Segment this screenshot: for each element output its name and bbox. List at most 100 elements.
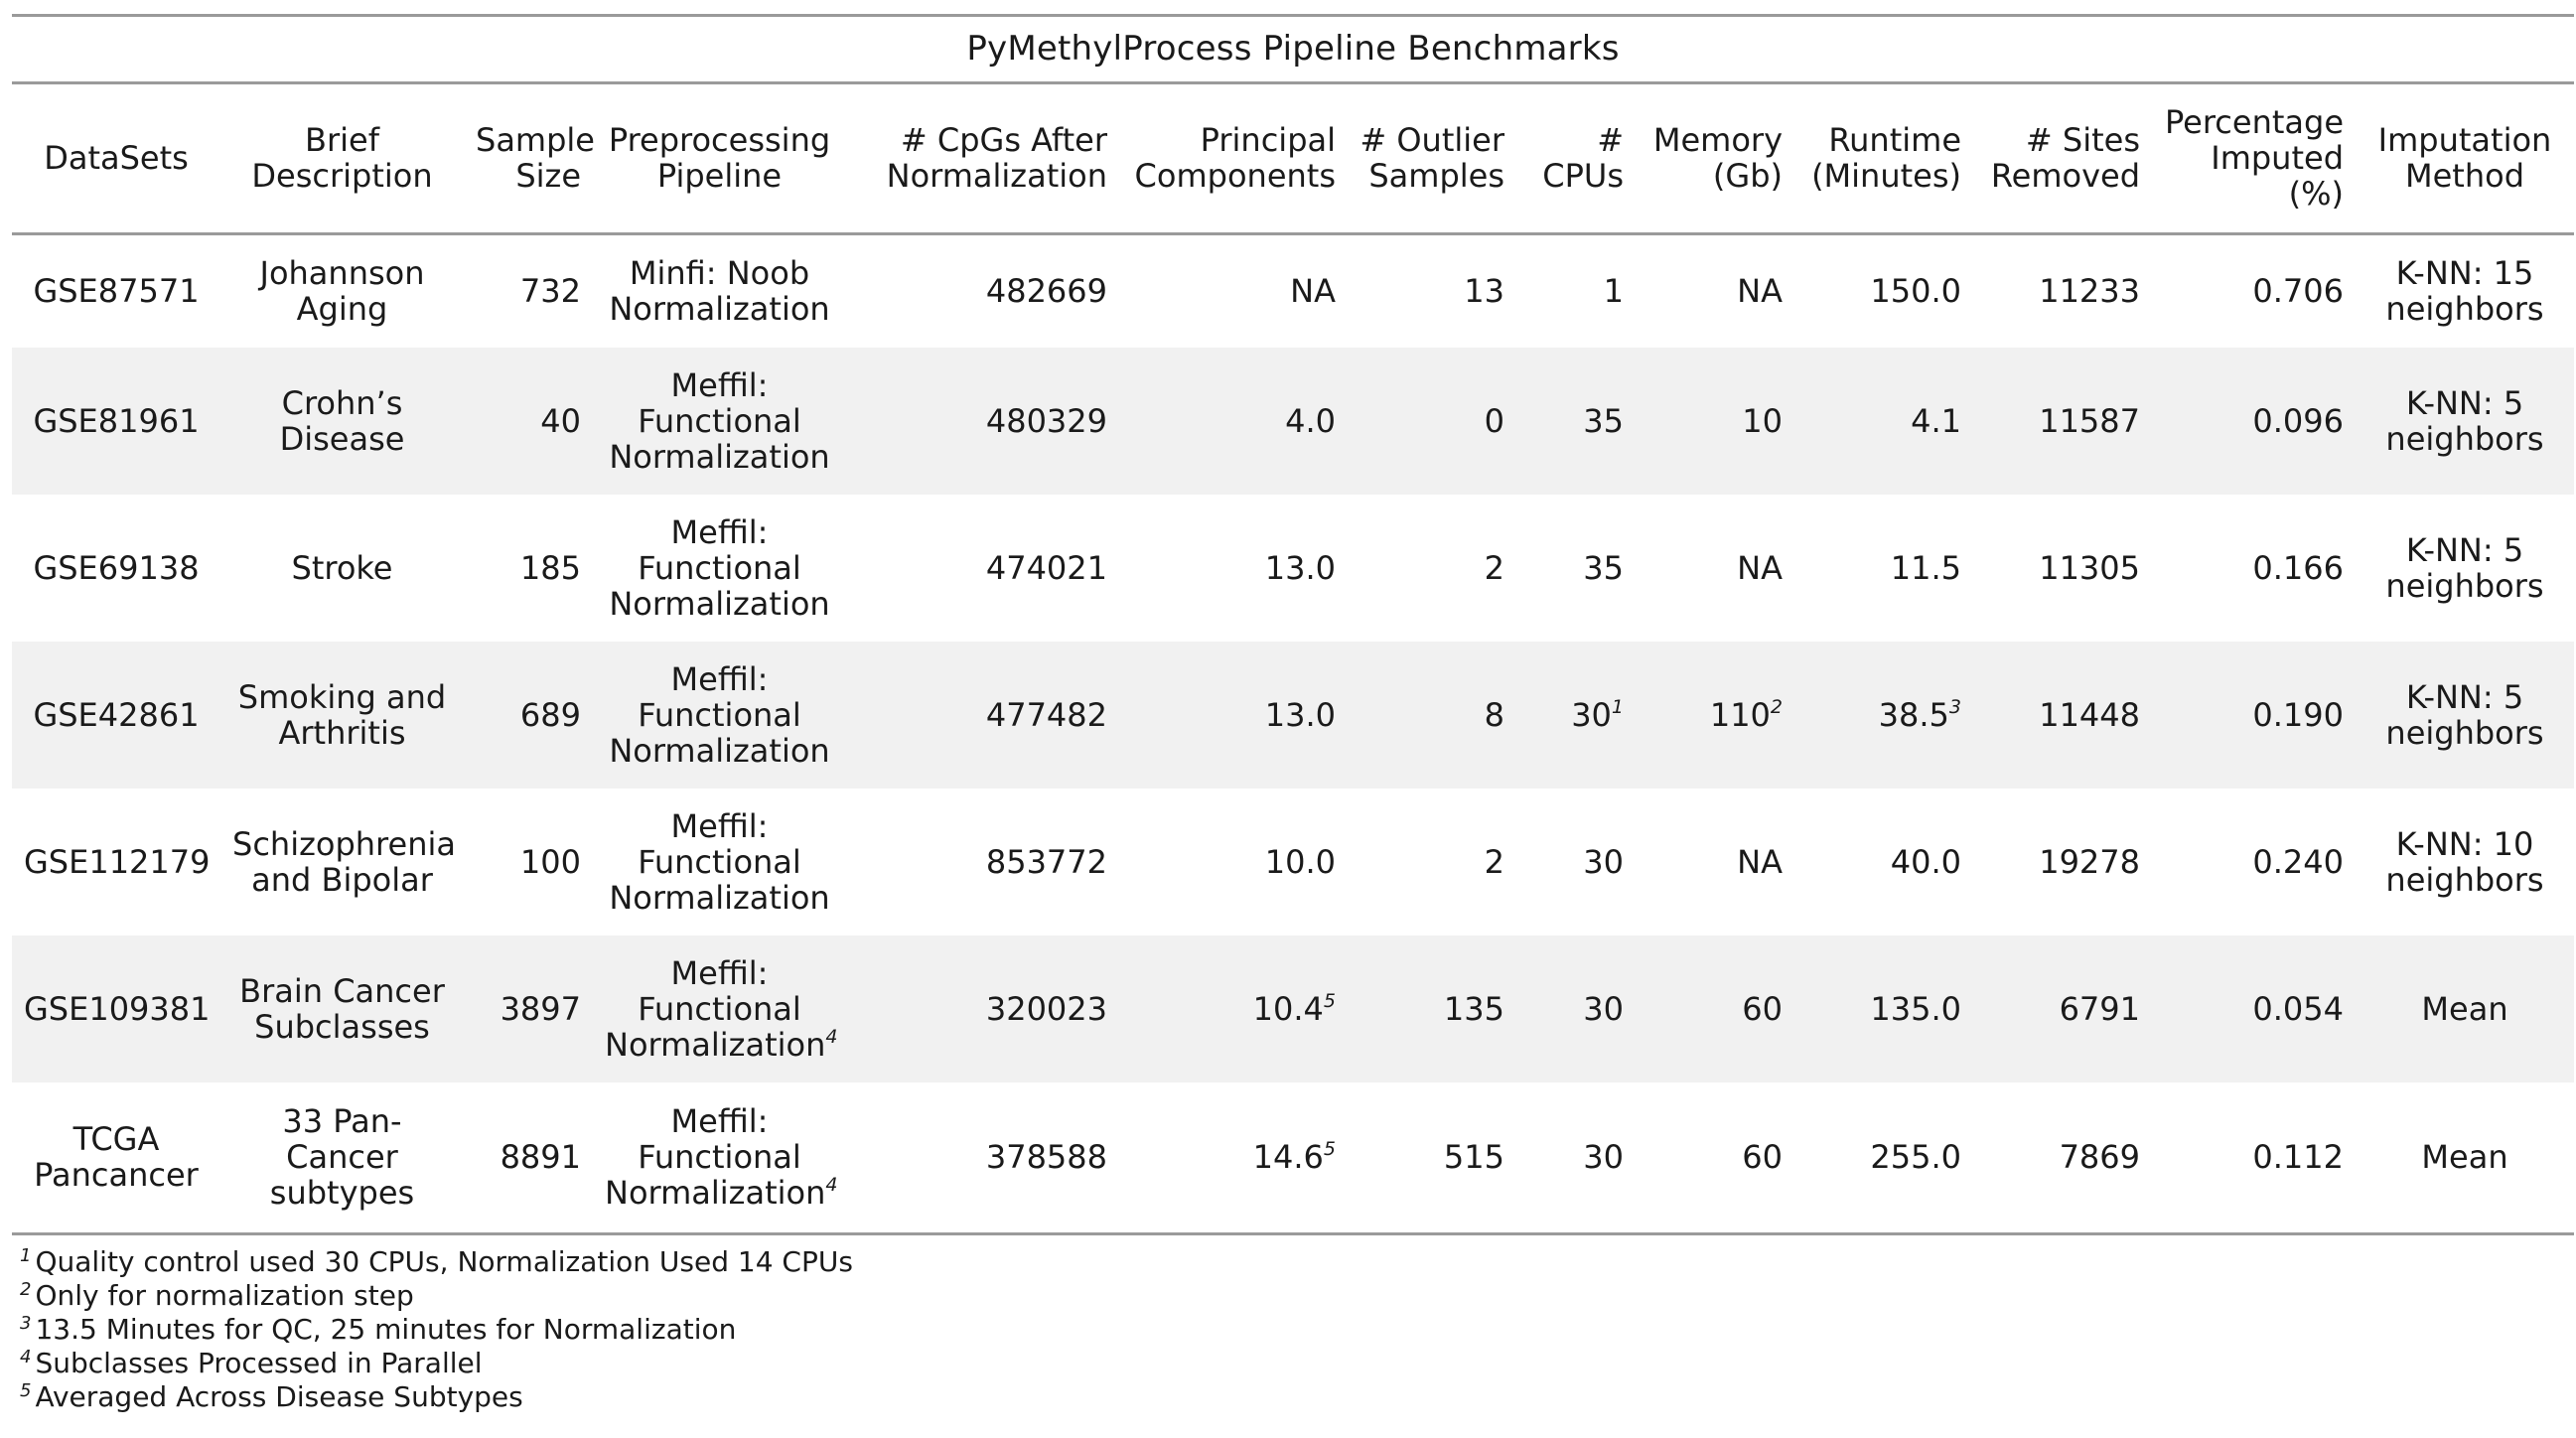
cell-percentage-imputed: 0.096 (2152, 348, 2356, 495)
cell-runtime: 255.0 (1794, 1082, 1973, 1235)
cell-description-line: Schizophrenia (232, 825, 456, 863)
cell-principal-components: 10.0 (1119, 789, 1348, 935)
cell-cpgs: 474021 (846, 495, 1119, 642)
cell-cpgs: 482669 (846, 233, 1119, 348)
footnote-text: Averaged Across Disease Subtypes (35, 1379, 523, 1413)
cell-sample-size: 100 (464, 789, 593, 935)
table-row: GSE112179 Schizophrenia and Bipolar 100 Meff… (12, 789, 2574, 935)
cell-dataset: GSE69138 (12, 495, 220, 642)
cell-dataset: GSE81961 (12, 348, 220, 495)
cell-dataset: GSE112179 (12, 789, 220, 935)
cell-pipeline-line: Meffil: (670, 660, 769, 698)
table-row: GSE69138 Stroke 185 Meffil: Functional Normal… (12, 495, 2574, 642)
cell-pipeline-line: Meffil: (670, 513, 769, 551)
cell-imputation-method-line: neighbors (2385, 420, 2544, 458)
cell-percentage-imputed: 0.190 (2152, 642, 2356, 789)
cell-memory-value: NA (1737, 549, 1783, 587)
cell-runtime-value: 150.0 (1870, 272, 1961, 311)
cell-pipeline: Meffil: Functional Normalization4 (593, 1082, 846, 1235)
table-row: GSE81961 Crohn’s Disease 40 Meffil: Functiona… (12, 348, 2574, 495)
cell-runtime: 38.53 (1794, 642, 1973, 789)
cell-sites-removed: 11305 (1973, 495, 2152, 642)
cell-imputation-method-line: K-NN: 10 (2395, 825, 2534, 863)
cell-pipeline-line: Normalization (609, 290, 830, 329)
cell-runtime: 11.5 (1794, 495, 1973, 642)
cell-sample-size: 8891 (464, 1082, 593, 1235)
cell-description-line: Disease (279, 420, 405, 458)
header-label-line: Memory (1652, 121, 1783, 160)
cell-imputation-method-line: K-NN: 15 (2395, 254, 2534, 293)
cell-outlier-samples-value: 8 (1484, 696, 1504, 734)
footnote-number: 1 (20, 1244, 32, 1266)
col-header-percentage-imputed: Percentage Imputed (%) (2152, 84, 2356, 235)
cell-dataset: TCGA Pancancer (12, 1082, 220, 1235)
cell-outlier-samples: 515 (1348, 1082, 1516, 1235)
cell-pipeline: Meffil: Functional Normalization (593, 348, 846, 495)
cell-imputation-method-line: Mean (2421, 990, 2508, 1028)
cell-runtime: 4.1 (1794, 348, 1973, 495)
header-label-line: Pipeline (656, 157, 783, 196)
cell-pipeline-line: Normalization (609, 438, 830, 476)
cell-principal-components-value: 14.6 (1252, 1138, 1324, 1177)
cell-outlier-samples-value: 2 (1484, 843, 1504, 881)
header-label-line: DataSets (44, 139, 189, 178)
cell-sites-removed-value: 11448 (2039, 696, 2140, 734)
table-title: PyMethylProcess Pipeline Benchmarks (966, 29, 1620, 69)
footnote: 3 13.5 Minutes for QC, 25 minutes for Nor… (20, 1313, 2574, 1347)
footnote-mark: 2 (1770, 696, 1783, 718)
cell-memory: 1102 (1636, 642, 1794, 789)
header-label-line: # Outlier (1360, 121, 1504, 160)
cell-cpgs-value: 482669 (985, 272, 1107, 311)
cell-memory-value: NA (1737, 272, 1783, 311)
cell-sample-size-value: 3897 (500, 990, 581, 1028)
cell-principal-components: 13.0 (1119, 495, 1348, 642)
cell-cpgs-value: 378588 (985, 1138, 1107, 1177)
header-label-line: Percentage (2164, 103, 2344, 142)
cell-principal-components-value: 10.4 (1252, 990, 1324, 1028)
cell-description: Smoking and Arthritis (220, 642, 464, 789)
col-header-description: Brief Description (220, 84, 464, 235)
cell-cpus-value: 1 (1603, 272, 1624, 311)
cell-pipeline-line: Normalization (609, 879, 830, 917)
cell-outlier-samples: 0 (1348, 348, 1516, 495)
cell-imputation-method: K-NN: 10 neighbors (2356, 789, 2574, 935)
cell-sites-removed-value: 11233 (2039, 272, 2140, 311)
cell-cpus-value: 30 (1583, 843, 1624, 881)
cell-pipeline: Meffil: Functional Normalization (593, 495, 846, 642)
cell-imputation-method-line: neighbors (2385, 290, 2544, 329)
header-row: DataSets Brief Description Sample Size Pre… (12, 84, 2574, 235)
footnote: 2 Only for normalization step (20, 1279, 2574, 1313)
cell-pipeline: Meffil: Functional Normalization4 (593, 935, 846, 1082)
cell-pipeline-line: Meffil: (670, 366, 769, 404)
col-header-cpus: # CPUs (1516, 84, 1636, 235)
cell-memory: NA (1636, 495, 1794, 642)
cell-pipeline-line: Normalization (609, 732, 830, 770)
cell-principal-components: 4.0 (1119, 348, 1348, 495)
footnote-text: Subclasses Processed in Parallel (35, 1346, 483, 1379)
cell-cpgs: 477482 (846, 642, 1119, 789)
cell-cpus: 35 (1516, 495, 1636, 642)
cell-pipeline-line: Functional (638, 402, 801, 440)
cell-percentage-imputed-value: 0.706 (2252, 272, 2344, 311)
table-row: GSE42861 Smoking and Arthritis 689 Meffil: Fu… (12, 642, 2574, 789)
cell-sample-size-value: 100 (519, 843, 581, 881)
cell-principal-components-value: NA (1290, 272, 1336, 311)
header-label-line: # Sites (2025, 121, 2140, 160)
cell-description-line: Brain Cancer (239, 972, 445, 1010)
cell-dataset: GSE87571 (12, 233, 220, 348)
footnote-text: 13.5 Minutes for QC, 25 minutes for Norm… (35, 1312, 737, 1346)
benchmark-table: DataSets Brief Description Sample Size Pre… (12, 84, 2574, 1235)
cell-dataset-line: GSE109381 (24, 990, 211, 1028)
cell-percentage-imputed: 0.706 (2152, 233, 2356, 348)
footnote-mark: 3 (1948, 696, 1961, 718)
cell-sites-removed-value: 6791 (2059, 990, 2140, 1028)
cell-outlier-samples: 2 (1348, 789, 1516, 935)
col-header-sites-removed: # Sites Removed (1973, 84, 2152, 235)
header-label-line: # CpGs After (900, 121, 1107, 160)
cell-description: Brain Cancer Subclasses (220, 935, 464, 1082)
footnote-mark: 1 (1611, 696, 1624, 718)
cell-description-line: Johannson (259, 254, 425, 293)
cell-sites-removed-value: 11587 (2039, 402, 2140, 440)
cell-sample-size-value: 185 (519, 549, 581, 587)
header-label-line: Samples (1368, 157, 1504, 196)
